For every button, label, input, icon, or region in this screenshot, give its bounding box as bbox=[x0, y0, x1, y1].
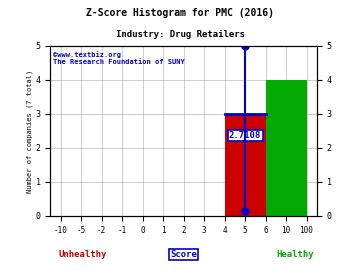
Text: Healthy: Healthy bbox=[277, 250, 315, 259]
Y-axis label: Number of companies (7 total): Number of companies (7 total) bbox=[26, 69, 33, 193]
Text: 2.7108: 2.7108 bbox=[229, 131, 261, 140]
Text: Z-Score Histogram for PMC (2016): Z-Score Histogram for PMC (2016) bbox=[86, 8, 274, 18]
Text: ©www.textbiz.org
The Research Foundation of SUNY: ©www.textbiz.org The Research Foundation… bbox=[53, 51, 185, 65]
Text: Unhealthy: Unhealthy bbox=[58, 250, 107, 259]
Bar bbox=[266, 80, 307, 216]
Text: Score: Score bbox=[170, 250, 197, 259]
Text: Industry: Drug Retailers: Industry: Drug Retailers bbox=[116, 30, 244, 39]
Bar bbox=[225, 114, 266, 216]
